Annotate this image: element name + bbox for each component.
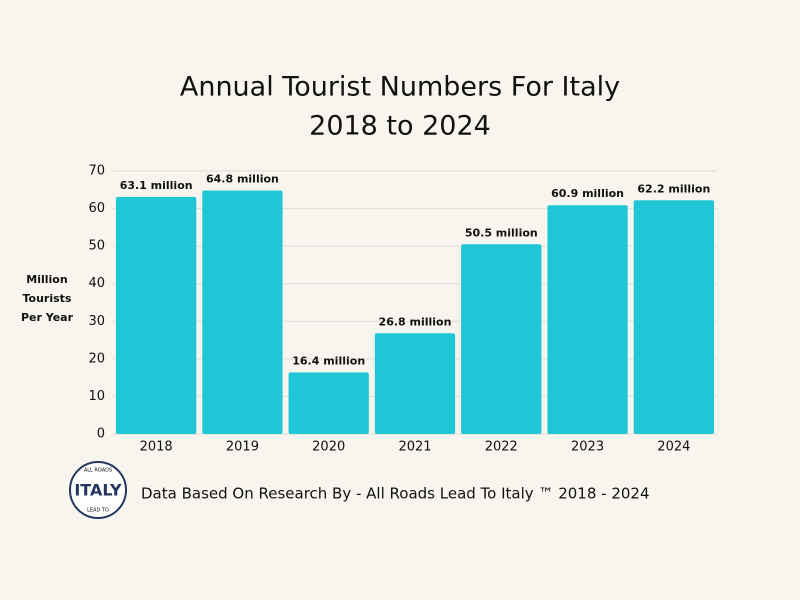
y-tick-label: 30 — [88, 314, 105, 329]
data-label: 62.2 million — [637, 182, 710, 195]
y-tick-label: 50 — [88, 239, 105, 254]
data-label: 60.9 million — [551, 187, 624, 200]
data-label: 64.8 million — [206, 173, 279, 186]
chart-subtitle: 2018 to 2024 — [309, 111, 491, 142]
bar — [633, 200, 714, 434]
x-tick-label: 2019 — [226, 440, 259, 455]
y-axis-label: Million — [26, 273, 67, 286]
bar — [461, 244, 542, 434]
y-tick-label: 70 — [88, 164, 105, 179]
bar — [202, 190, 283, 434]
y-tick-label: 20 — [88, 351, 105, 366]
source-note: Data Based On Research By - All Roads Le… — [141, 485, 650, 503]
x-tick-label: 2023 — [571, 440, 604, 455]
y-tick-label: 60 — [88, 201, 105, 216]
y-tick-label: 10 — [88, 389, 105, 404]
y-tick-label: 0 — [97, 427, 105, 442]
y-tick-label: 40 — [88, 276, 105, 291]
logo-top: ALL ROADS — [84, 468, 112, 474]
logo: ALL ROADS ITALY LEAD TO — [69, 461, 127, 519]
bar — [288, 372, 369, 434]
x-tick-label: 2018 — [140, 440, 173, 455]
data-label: 16.4 million — [292, 354, 365, 367]
data-label: 63.1 million — [120, 179, 193, 192]
x-tick-label: 2024 — [657, 440, 690, 455]
bar — [374, 333, 456, 434]
x-tick-label: 2021 — [398, 440, 431, 455]
y-axis-label: Tourists — [23, 292, 72, 305]
bar — [547, 205, 628, 434]
data-label: 26.8 million — [379, 315, 452, 328]
x-tick-label: 2020 — [312, 440, 345, 455]
bar — [116, 196, 197, 434]
x-tick-label: 2022 — [485, 440, 518, 455]
data-label: 50.5 million — [465, 226, 538, 239]
y-axis-label: Per Year — [21, 311, 74, 324]
logo-ring — [69, 461, 127, 519]
chart-title: Annual Tourist Numbers For Italy — [180, 72, 620, 103]
logo-main: ITALY — [74, 481, 122, 500]
logo-bottom: LEAD TO — [87, 508, 109, 514]
